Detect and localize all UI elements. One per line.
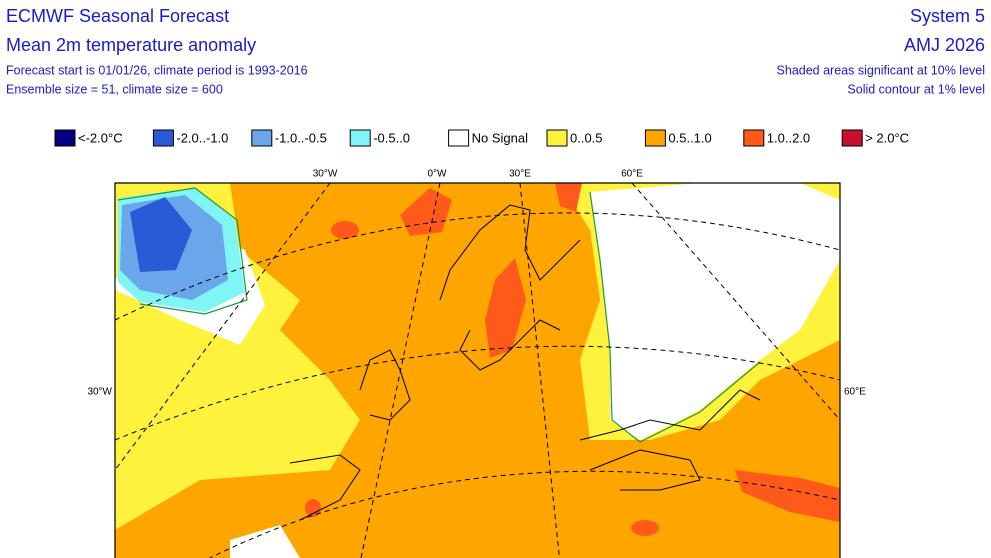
legend-swatch bbox=[349, 129, 371, 147]
info-line: Ensemble size = 51, climate size = 600 bbox=[6, 82, 223, 96]
legend-label: 1.0..2.0 bbox=[767, 130, 810, 145]
shade bbox=[485, 258, 526, 358]
shade bbox=[631, 520, 659, 536]
map bbox=[115, 183, 840, 558]
legend-label: -1.0..-0.5 bbox=[275, 130, 327, 145]
lon-label: 30°W bbox=[87, 387, 112, 398]
title: ECMWF Seasonal Forecast bbox=[6, 6, 229, 26]
shade bbox=[305, 499, 321, 517]
system: System 5 bbox=[910, 6, 985, 26]
contour bbox=[117, 187, 761, 443]
legend: <-2.0°C -2.0..-1.0 -1.0..-0.5 -0.5..0 No Sig… bbox=[54, 129, 909, 147]
shade bbox=[130, 197, 192, 272]
lon-label: 60°E bbox=[621, 169, 643, 180]
legend-label: > 2.0°C bbox=[865, 130, 909, 145]
lon-label: 60°E bbox=[844, 387, 866, 398]
legend-label: 0..0.5 bbox=[570, 130, 603, 145]
map-labels: 30°W 0°W 30°E 60°E 30°W 60°E bbox=[87, 169, 866, 398]
legend-swatch bbox=[546, 129, 568, 147]
legend-swatch bbox=[743, 129, 765, 147]
lon-label: 30°W bbox=[313, 169, 338, 180]
lon-label: 0°W bbox=[428, 169, 448, 180]
shade bbox=[735, 470, 840, 522]
legend-label: 0.5..1.0 bbox=[668, 130, 711, 145]
legend-label: <-2.0°C bbox=[78, 130, 123, 145]
shade bbox=[230, 525, 300, 558]
legend-swatch bbox=[841, 129, 863, 147]
subtitle: Mean 2m temperature anomaly bbox=[6, 35, 256, 55]
lon-label: 30°E bbox=[509, 169, 531, 180]
shade bbox=[400, 188, 452, 236]
map-frame bbox=[114, 182, 841, 558]
legend-swatch bbox=[54, 129, 76, 147]
legend-swatch bbox=[251, 129, 273, 147]
shade bbox=[590, 183, 840, 440]
coastline bbox=[289, 204, 761, 521]
shade bbox=[331, 221, 359, 239]
legend-swatch bbox=[152, 129, 174, 147]
shade bbox=[115, 183, 840, 558]
info-line: Forecast start is 01/01/26, climate peri… bbox=[6, 63, 308, 77]
shade bbox=[555, 183, 582, 212]
shade bbox=[115, 430, 330, 478]
legend-label: -0.5..0 bbox=[373, 130, 410, 145]
legend-label: No Signal bbox=[472, 130, 528, 145]
info-line: Shaded areas significant at 10% level bbox=[777, 63, 985, 77]
graticule bbox=[115, 183, 840, 558]
legend-swatch bbox=[448, 129, 470, 147]
legend-label: -2.0..-1.0 bbox=[176, 130, 228, 145]
info-line: Solid contour at 1% level bbox=[847, 82, 985, 96]
legend-swatch bbox=[644, 129, 666, 147]
period: AMJ 2026 bbox=[904, 35, 985, 55]
